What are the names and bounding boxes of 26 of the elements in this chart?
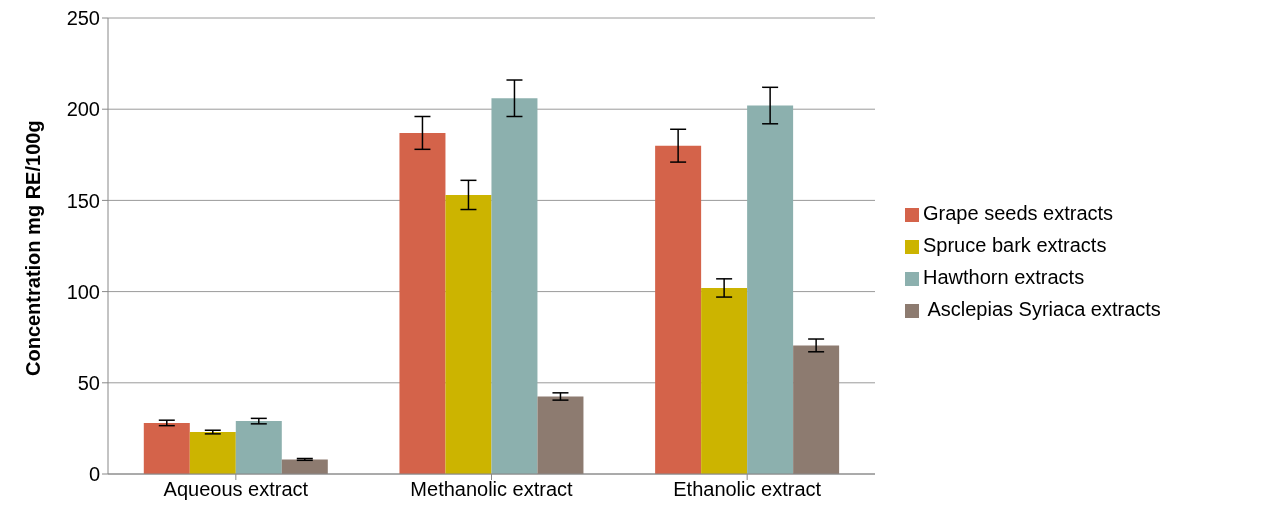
- x-tick-label: Aqueous extract: [163, 478, 309, 501]
- legend-label: Grape seeds extracts: [923, 202, 1114, 224]
- y-tick-label: 100: [66, 280, 100, 303]
- y-tick-label: 250: [66, 7, 100, 30]
- y-axis-title: Concentration mg RE/100g: [22, 120, 45, 376]
- bar: [793, 345, 840, 474]
- legend-label: Spruce bark extracts: [923, 234, 1107, 256]
- bar: [235, 421, 282, 474]
- bar: [701, 287, 748, 474]
- x-tick-label: Ethanolic extract: [673, 478, 822, 501]
- legend-label: Hawthorn extracts: [923, 266, 1085, 288]
- bar: [189, 432, 236, 474]
- legend-label: Asclepias Syriaca extracts: [926, 298, 1161, 320]
- bar: [747, 105, 794, 474]
- y-tick-label: 0: [88, 463, 100, 486]
- bar: [143, 422, 190, 474]
- y-tick-label: 50: [77, 371, 100, 394]
- bar: [491, 98, 538, 474]
- y-tick-label: 150: [66, 189, 100, 212]
- bar: [399, 132, 446, 474]
- bar: [537, 396, 584, 474]
- bar: [655, 145, 702, 474]
- x-tick-label: Methanolic extract: [410, 478, 574, 501]
- bar: [281, 459, 328, 474]
- bar: [445, 194, 492, 474]
- y-tick-label: 200: [66, 98, 100, 121]
